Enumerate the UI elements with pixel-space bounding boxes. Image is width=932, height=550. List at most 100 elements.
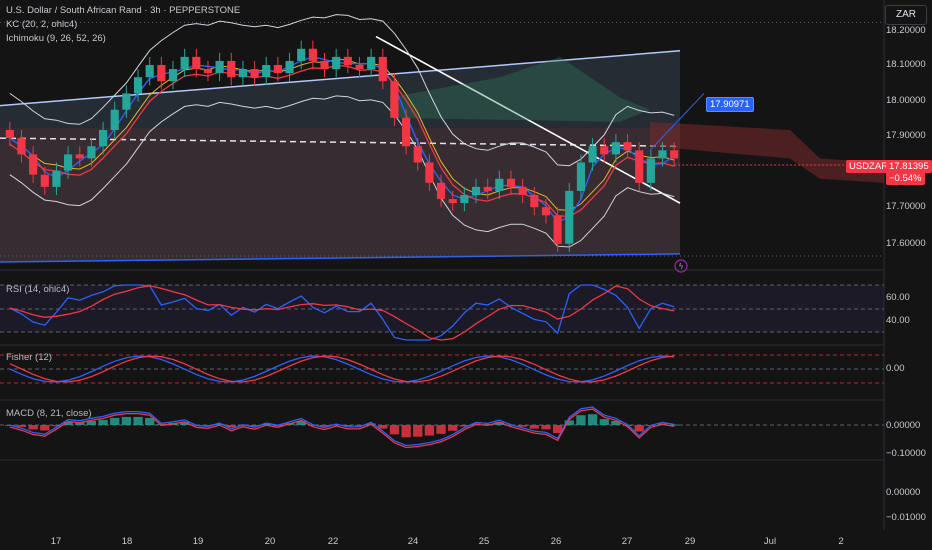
candle-body <box>600 146 609 155</box>
candle-body <box>308 48 317 61</box>
macd-histogram-bar <box>424 425 435 436</box>
candle-body <box>553 215 562 244</box>
price-change-label: −0.54% <box>886 172 925 185</box>
range-fill <box>0 127 680 263</box>
candle-body <box>203 69 213 74</box>
extra-pane-level-label: 0.00000 <box>886 487 921 498</box>
candle-body <box>576 162 586 191</box>
kc-upper-band <box>9 14 675 167</box>
candle-body <box>343 56 352 65</box>
macd-histogram-bar <box>483 424 493 426</box>
channel-lower-line <box>0 253 681 263</box>
date-label: 20 <box>264 536 276 547</box>
macd-histogram-bar <box>110 417 120 425</box>
macd-histogram-bar <box>331 424 341 426</box>
currency-selector[interactable]: ZAR <box>885 5 927 25</box>
kc-indicator-label[interactable]: KC (20, 2, ohlc4) <box>6 19 78 30</box>
candle-body <box>52 170 61 187</box>
macd-histogram-bar <box>401 425 411 438</box>
candle-body <box>227 60 236 78</box>
candle-body <box>75 154 84 159</box>
macd-histogram-bar <box>378 425 388 429</box>
candle-body <box>448 199 457 204</box>
rsi-ma-line <box>9 285 675 341</box>
candle-body <box>518 186 527 195</box>
marker-connector-line <box>649 93 705 151</box>
candle-body <box>5 130 14 139</box>
candle-body <box>40 174 49 187</box>
macd-line <box>9 406 675 447</box>
macd-histogram-bar <box>599 419 609 425</box>
macd-histogram-bar <box>413 425 423 437</box>
candle-body <box>192 56 201 70</box>
lightning-icon <box>674 259 688 273</box>
macd-histogram-bar <box>587 414 598 425</box>
macd-histogram-bar <box>529 425 539 429</box>
macd-pane-label[interactable]: MACD (8, 21, close) <box>6 408 92 419</box>
candle-body <box>402 117 411 147</box>
candle-body <box>145 65 154 78</box>
macd-histogram-bar <box>156 424 167 426</box>
time-axis[interactable] <box>0 530 932 550</box>
candle-body <box>297 48 306 61</box>
symbol-title[interactable]: U.S. Dollar / South African Rand · 3h · … <box>6 5 241 16</box>
candle-body <box>168 69 178 82</box>
macd-histogram-bar <box>634 425 644 432</box>
ichimoku-indicator-label[interactable]: Ichimoku (9, 26, 52, 26) <box>6 33 106 44</box>
candle-body <box>320 60 329 70</box>
channel-fill <box>0 50 680 263</box>
macd-level-label: 0.00000 <box>886 420 921 431</box>
date-label: Jul <box>763 536 777 547</box>
macd-histogram-bar <box>179 421 190 425</box>
candle-body <box>180 56 189 70</box>
candle-body <box>541 207 551 216</box>
candle-body <box>29 154 38 175</box>
macd-histogram-bar <box>343 425 353 427</box>
macd-histogram-bar <box>319 425 330 427</box>
candle-body <box>670 150 679 159</box>
candle-body <box>157 65 166 82</box>
fisher-level-label: 0.00 <box>886 363 905 374</box>
rsi-line <box>9 284 675 341</box>
candle-body <box>460 195 469 204</box>
last-price-label: 17.81395 <box>886 160 932 173</box>
date-label: 2 <box>838 536 844 547</box>
rsi-pane-label[interactable]: RSI (14, ohlc4) <box>6 284 70 295</box>
candle-body <box>122 93 131 110</box>
macd-histogram-bar <box>28 425 38 430</box>
candle-body <box>413 146 422 163</box>
macd-histogram-bar <box>541 425 551 430</box>
price-axis-label: 18.00000 <box>886 95 926 106</box>
candle-body <box>133 77 143 94</box>
date-label: 19 <box>192 536 204 547</box>
candle-body <box>565 190 574 244</box>
lightning-icon: ϟ <box>678 262 683 271</box>
macd-histogram-bar <box>564 420 574 425</box>
marker-price-label[interactable]: 17.90971 <box>706 97 754 112</box>
candle-body <box>285 60 294 74</box>
price-axis-label: 17.70000 <box>886 201 926 212</box>
extra-pane-level-label: −0.01000 <box>886 512 926 523</box>
date-label: 18 <box>121 536 133 547</box>
price-axis-label: 17.60000 <box>886 238 926 249</box>
candle-body <box>611 142 620 155</box>
macd-histogram-bar <box>75 422 85 425</box>
candle-body <box>332 56 341 70</box>
macd-histogram-bar <box>611 420 621 425</box>
macd-histogram-bar <box>669 424 679 426</box>
kc-lower-band <box>9 95 675 248</box>
candle-body <box>635 150 644 183</box>
candle-body <box>87 146 96 159</box>
candle-body <box>64 154 73 171</box>
trendline <box>375 35 681 204</box>
macd-histogram-bar <box>40 425 50 431</box>
candle-body <box>436 182 446 200</box>
kc-basis-line <box>9 58 675 211</box>
macd-histogram-bar <box>63 421 73 425</box>
candle-body <box>425 162 434 183</box>
candle-body <box>355 65 364 70</box>
macd-histogram-bar <box>459 425 470 427</box>
fisher-pane-label[interactable]: Fisher (12) <box>6 352 52 363</box>
